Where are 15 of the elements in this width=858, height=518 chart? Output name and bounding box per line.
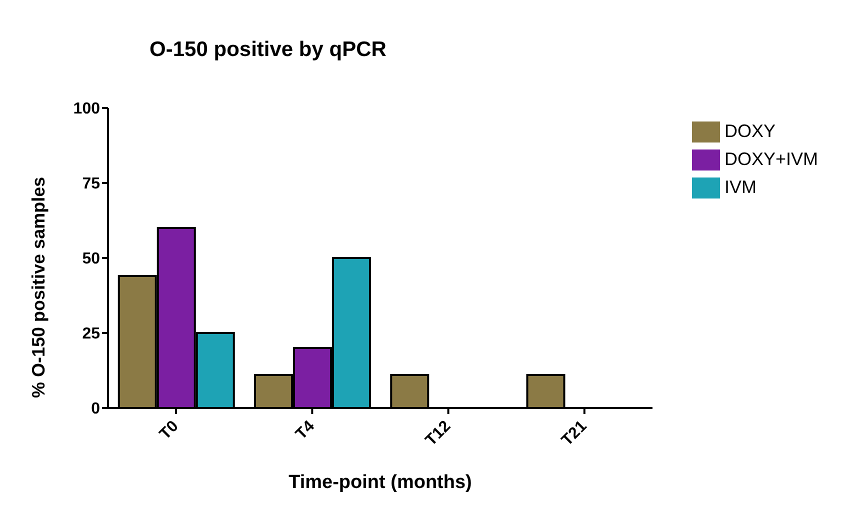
y-tick-label: 75 — [82, 176, 100, 193]
y-tick-label: 25 — [82, 326, 100, 343]
x-tick-label: T21 — [558, 418, 590, 450]
y-tick-label: 0 — [91, 400, 100, 418]
chart-title: O-150 positive by qPCR — [148, 38, 388, 62]
y-tick-label: 100 — [73, 100, 100, 118]
x-tick-label: T12 — [422, 418, 454, 450]
x-tick-label: T0 — [156, 418, 182, 444]
x-axis-title: Time-point (months) — [288, 472, 472, 493]
legend-label: IVM — [724, 176, 756, 197]
x-tick-label: T4 — [292, 418, 318, 444]
y-tick-label: 50 — [82, 250, 100, 268]
y-axis-title: % O-150 positive samples — [28, 176, 48, 398]
legend-label: DOXY — [724, 120, 776, 141]
legend-label: DOXY+IVM — [724, 148, 818, 169]
